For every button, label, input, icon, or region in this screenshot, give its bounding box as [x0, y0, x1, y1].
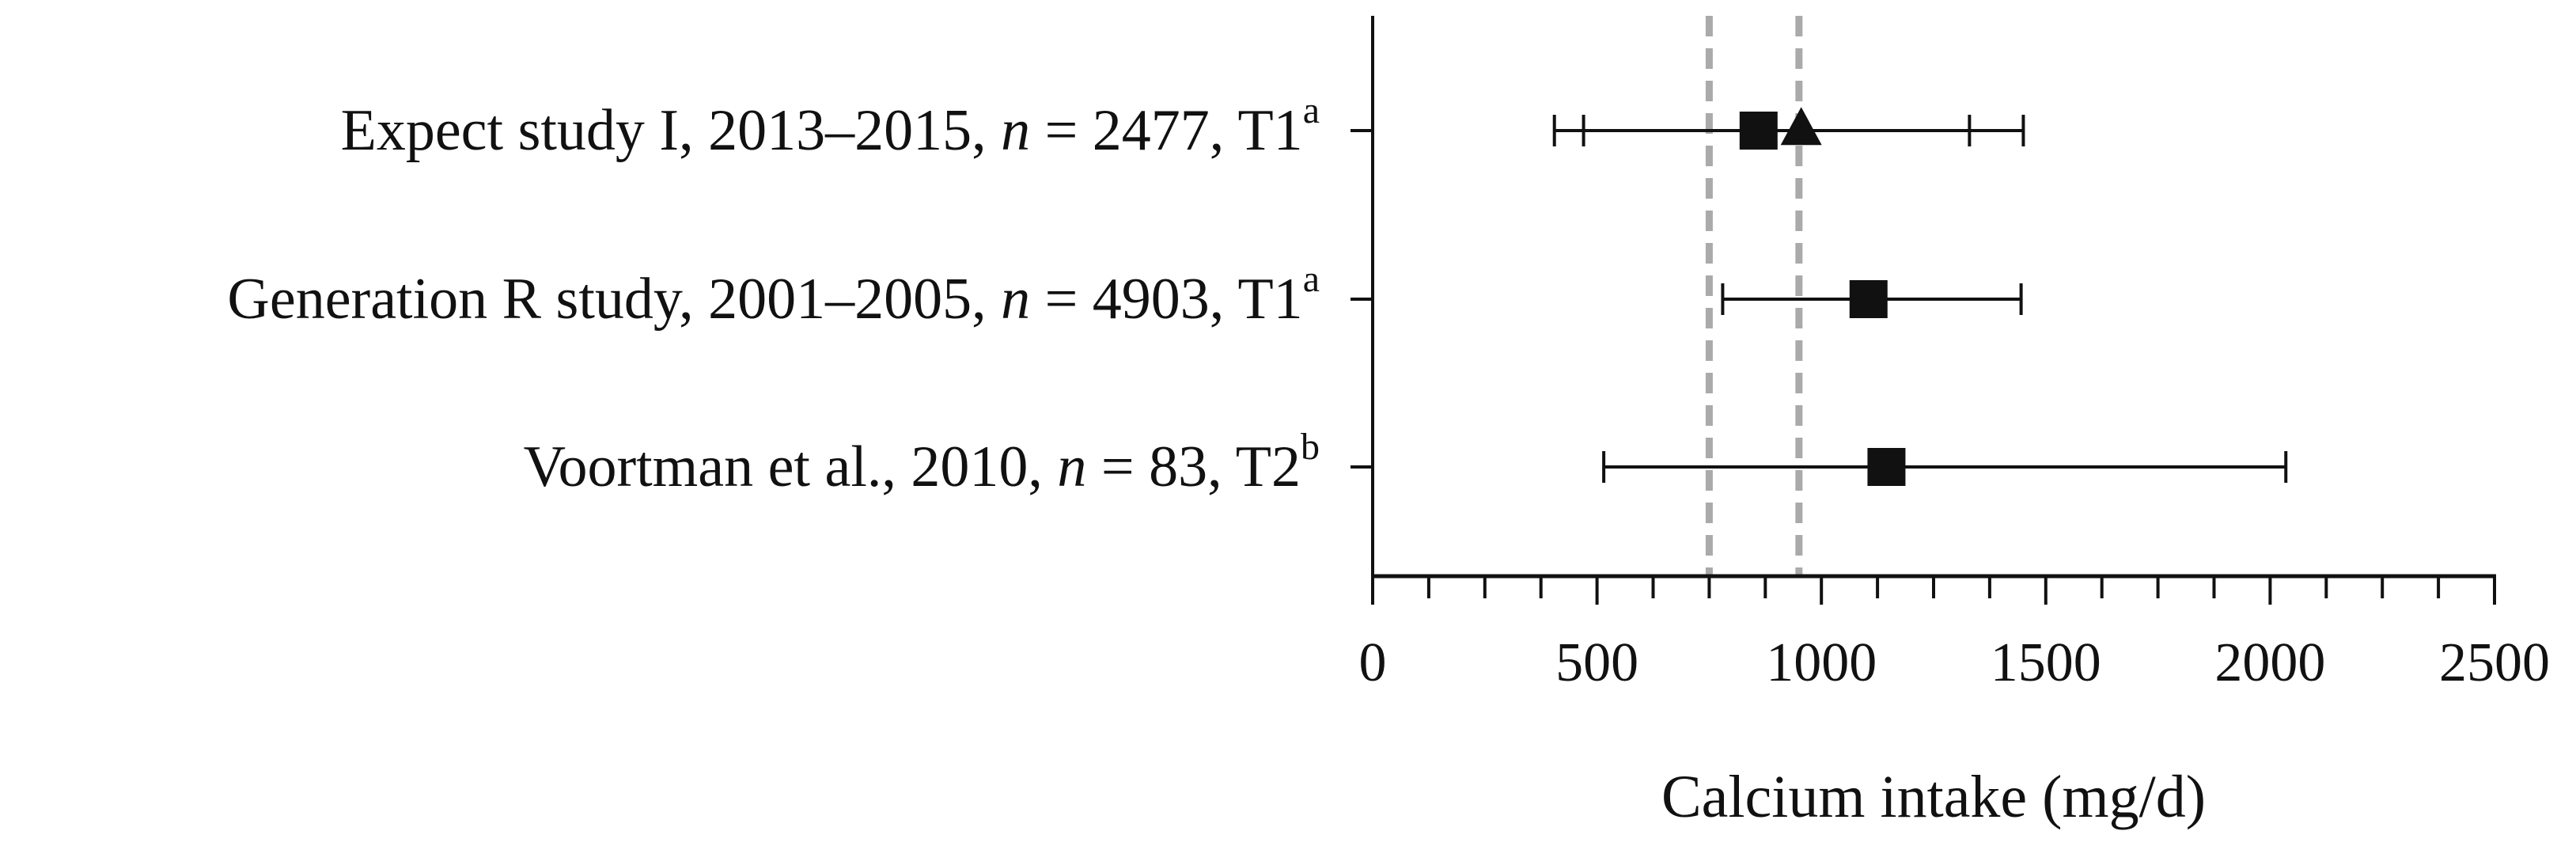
row-label-superscript: a [1303, 89, 1320, 131]
row-label-part: Voortman et al., 2010, [524, 434, 1058, 499]
row-label: Voortman et al., 2010, n = 83, T2b [524, 426, 1320, 499]
row-label: Expect study I, 2013–2015, n = 2477, T1a [341, 89, 1320, 163]
row-label-part: n [1057, 434, 1086, 499]
data-row [1721, 280, 2023, 318]
x-tick-label: 0 [1359, 632, 1387, 693]
reference-lines [1705, 16, 1803, 576]
row-label: Generation R study, 2001–2005, n = 4903,… [227, 258, 1320, 332]
row-label-part: = 83, T2 [1086, 434, 1301, 499]
x-tick-label: 2000 [2214, 632, 2325, 693]
data-rows [1552, 107, 2288, 486]
x-tick-label: 500 [1555, 632, 1638, 693]
point-square [1739, 112, 1778, 150]
x-tick-label: 2500 [2439, 632, 2550, 693]
row-label-part: Generation R study, 2001–2005, [227, 267, 1001, 332]
row-label-part: n [1001, 267, 1030, 332]
data-row [1552, 107, 2025, 150]
row-label-part: = 2477, T1 [1030, 98, 1303, 163]
axes: 0 500 1000 1500 2000 2500 Calcium intake (mg/d… [1351, 16, 2550, 830]
row-label-superscript: b [1301, 426, 1320, 468]
row-label-part: Expect study I, 2013–2015, [341, 98, 1001, 163]
row-label-part: = 4903, T1 [1030, 267, 1303, 332]
row-label-part: n [1001, 98, 1030, 163]
row-labels: Expect study I, 2013–2015, n = 2477, T1a… [227, 89, 1320, 499]
point-square [1849, 280, 1888, 318]
x-tick-label: 1000 [1766, 632, 1877, 693]
data-row [1602, 448, 2288, 486]
point-square [1867, 448, 1906, 486]
x-axis-title: Calcium intake (mg/d) [1661, 764, 2206, 830]
x-tick-label: 1500 [1991, 632, 2101, 693]
row-label-superscript: a [1303, 258, 1320, 300]
point-triangle [1780, 107, 1822, 146]
